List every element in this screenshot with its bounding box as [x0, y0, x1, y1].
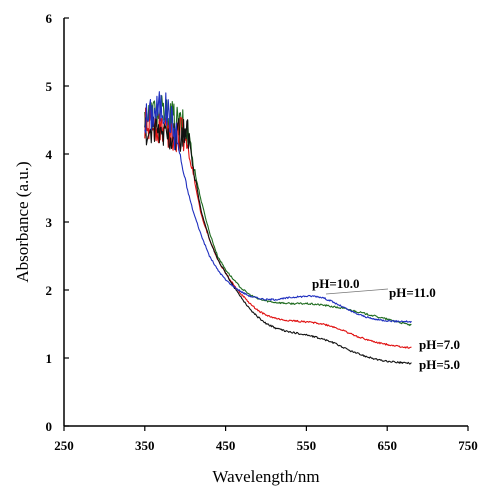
series-lines [144, 91, 412, 365]
x-tick-label: 550 [297, 438, 317, 453]
x-tick-label: 650 [377, 438, 397, 453]
x-tick-label: 450 [216, 438, 236, 453]
series-label-ph11: pH=11.0 [389, 285, 436, 300]
series-line-ph-7-0 [144, 106, 412, 349]
y-tick-label: 4 [46, 147, 53, 162]
x-tick-label: 250 [54, 438, 74, 453]
series-label-leaders [325, 288, 389, 295]
y-tick-label: 0 [46, 419, 53, 434]
y-tick-label: 3 [46, 215, 53, 230]
y-tick-label: 2 [46, 283, 53, 298]
leader-line-ph11 [325, 288, 389, 295]
series-line-ph-11-0 [144, 95, 412, 327]
x-tick-label: 350 [135, 438, 155, 453]
series-label-ph7: pH=7.0 [419, 337, 460, 352]
x-axis-label: Wavelength/nm [212, 467, 319, 486]
y-tick-label: 5 [46, 79, 53, 94]
y-tick-label: 1 [46, 351, 53, 366]
y-tick-label: 6 [46, 11, 53, 26]
series-line-ph-10-0 [144, 91, 412, 323]
series-label-ph10: pH=10.0 [312, 276, 360, 291]
x-tick-label: 750 [458, 438, 478, 453]
series-label-ph5: pH=5.0 [419, 357, 460, 372]
axes [63, 18, 468, 427]
y-axis-label: Absorbance (a.u.) [13, 161, 32, 282]
ticks: 250 350 450 550 650 750 0 1 2 3 4 5 6 [46, 11, 478, 453]
series-line-ph-5-0 [144, 115, 412, 365]
